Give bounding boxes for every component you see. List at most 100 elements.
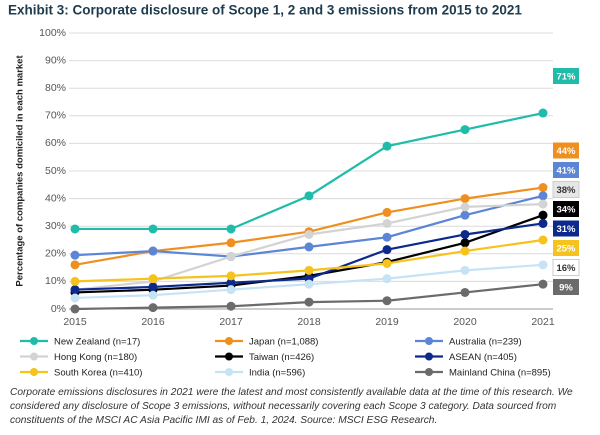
- data-point: [70, 224, 80, 234]
- y-tick-label: 60%: [45, 137, 66, 149]
- data-point: [70, 260, 80, 270]
- data-point: [304, 265, 314, 275]
- legend-swatch-dot: [30, 368, 38, 376]
- x-tick-label: 2015: [63, 316, 87, 328]
- value-label: 34%: [553, 201, 579, 217]
- y-tick-label: 50%: [45, 165, 66, 177]
- legend-label: India (n=596): [249, 368, 305, 379]
- value-label: 38%: [552, 181, 580, 198]
- chart: Exhibit 3: Corporate disclosure of Scope…: [8, 3, 580, 379]
- value-label-text: 31%: [556, 224, 576, 235]
- y-tick-label: 0%: [51, 303, 66, 315]
- x-tick-label: 2016: [141, 316, 165, 328]
- legend-swatch-dot: [425, 368, 433, 376]
- x-tick-label: 2018: [297, 316, 321, 328]
- y-tick-label: 90%: [45, 54, 66, 66]
- data-point: [304, 279, 314, 289]
- data-point: [226, 301, 236, 311]
- value-label-text: 44%: [556, 146, 576, 157]
- data-point: [148, 282, 158, 292]
- y-tick-label: 20%: [45, 248, 66, 260]
- legend-label: South Korea (n=410): [54, 368, 142, 379]
- x-tick-label: 2020: [453, 316, 477, 328]
- legend-swatch-dot: [30, 352, 38, 361]
- value-label-box: [553, 162, 579, 178]
- data-point: [460, 125, 470, 135]
- data-point: [460, 265, 470, 275]
- legend-label: Australia (n=239): [449, 337, 522, 348]
- legend-label: ASEAN (n=405): [449, 352, 517, 363]
- chart-title: Exhibit 3: Corporate disclosure of Scope…: [8, 3, 522, 18]
- data-point: [460, 229, 470, 239]
- value-label: 31%: [553, 220, 579, 237]
- legend-label: Hong Kong (n=180): [54, 352, 137, 363]
- x-tick-label: 2019: [375, 316, 399, 328]
- legend-label: New Zealand (n=17): [54, 337, 140, 348]
- data-point: [148, 246, 158, 256]
- legend-label: Taiwan (n=426): [249, 352, 314, 363]
- data-point: [460, 238, 470, 248]
- data-point: [148, 290, 158, 300]
- data-point: [460, 246, 470, 256]
- data-point: [304, 191, 314, 201]
- value-label-text: 9%: [559, 283, 573, 294]
- data-point: [148, 274, 158, 284]
- data-point: [70, 304, 80, 314]
- data-point: [70, 285, 80, 295]
- value-label-text: 16%: [556, 263, 576, 274]
- footnote: Corporate emissions disclosures in 2021 …: [10, 387, 573, 426]
- data-point: [226, 252, 236, 262]
- data-point: [538, 108, 548, 118]
- data-point: [382, 258, 392, 268]
- data-point: [538, 183, 548, 193]
- data-point: [70, 276, 80, 286]
- data-point: [226, 278, 236, 288]
- value-label: 71%: [553, 67, 579, 84]
- data-point: [304, 242, 314, 252]
- data-point: [226, 224, 236, 234]
- value-label: 41%: [553, 162, 579, 178]
- data-point: [304, 229, 314, 239]
- y-tick-label: 80%: [45, 82, 66, 94]
- value-label: 44%: [553, 142, 579, 159]
- data-point: [538, 279, 548, 289]
- legend-label: Mainland China (n=895): [449, 368, 551, 379]
- value-label: 9%: [553, 279, 579, 295]
- data-point: [460, 287, 470, 297]
- value-label: 16%: [552, 259, 580, 276]
- data-point: [226, 285, 236, 295]
- y-tick-label: 70%: [45, 110, 66, 122]
- legend-swatch-dot: [425, 337, 433, 345]
- data-point: [538, 235, 548, 245]
- x-tick-label: 2021: [531, 316, 555, 328]
- value-label-text: 34%: [556, 205, 576, 216]
- data-point: [382, 274, 392, 284]
- data-point: [70, 250, 80, 260]
- data-point: [460, 202, 470, 212]
- legend-swatch-dot: [225, 352, 233, 361]
- y-tick-label: 30%: [45, 220, 66, 232]
- value-label-text: 71%: [556, 71, 576, 82]
- value-label: 25%: [553, 240, 579, 256]
- data-point: [70, 293, 80, 303]
- value-label-box: [553, 240, 579, 256]
- value-label-box: [553, 279, 579, 295]
- data-point: [382, 141, 392, 151]
- value-label-box: [553, 67, 579, 84]
- data-point: [226, 238, 236, 248]
- value-label-box: [553, 220, 579, 237]
- legend-swatch-dot: [225, 337, 233, 345]
- y-tick-label: 10%: [45, 275, 66, 287]
- data-point: [382, 296, 392, 306]
- data-point: [538, 210, 548, 220]
- legend-swatch-dot: [30, 337, 38, 345]
- data-point: [382, 232, 392, 242]
- data-point: [148, 303, 158, 313]
- x-tick-label: 2017: [219, 316, 243, 328]
- data-point: [382, 207, 392, 217]
- data-point: [304, 297, 314, 307]
- data-point: [382, 218, 392, 228]
- value-label-box: [553, 201, 579, 217]
- data-point: [538, 191, 548, 201]
